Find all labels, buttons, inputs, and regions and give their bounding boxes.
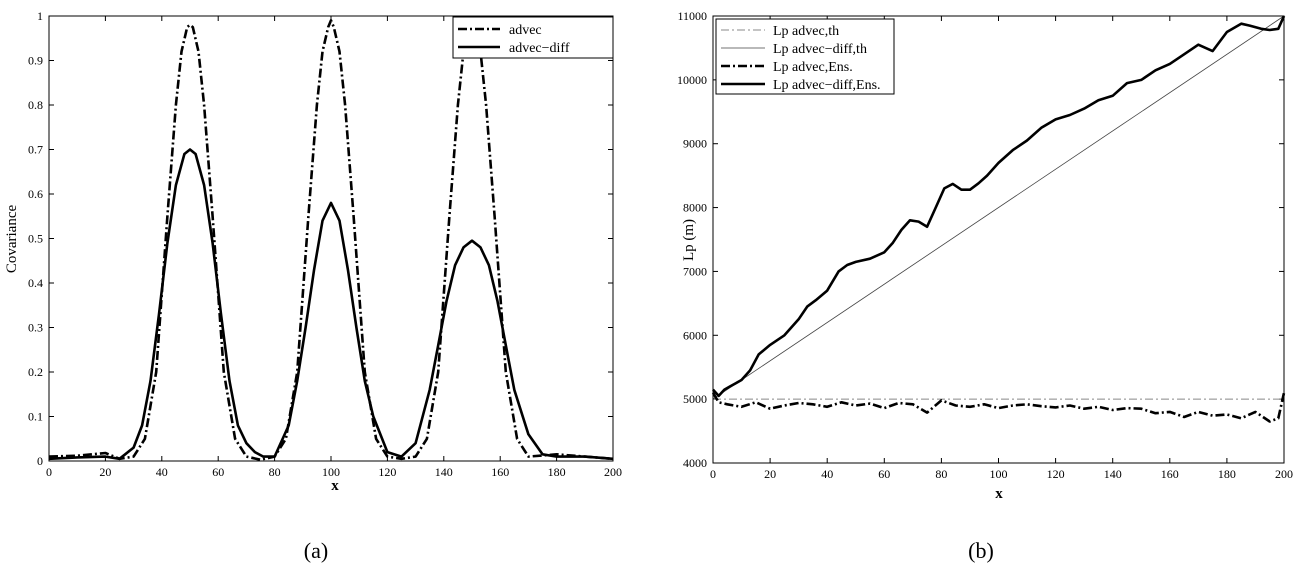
panel-b-ylabel: Lp (m): [681, 219, 697, 261]
panel-b-legend-label-advec-th: Lp advec,th: [773, 24, 839, 39]
panel-b-ytick-label: 5000: [683, 392, 707, 406]
panel-b-ytick-labels: 4000 5000 6000 7000 8000 9000 10000 11000: [677, 9, 707, 470]
panel-a-ytick-label: 0.8: [28, 98, 43, 112]
panel-a-ytick-label: 0.3: [28, 321, 43, 335]
panel-b-ytick-label: 10000: [677, 73, 707, 87]
panel-a-xtick-label: 180: [548, 465, 566, 479]
panel-a-xtick-label: 80: [269, 465, 281, 479]
panel-a-ytick-label: 1: [37, 9, 43, 23]
panel-b-ytick-label: 7000: [683, 264, 707, 278]
panel-b-series: [711, 15, 1286, 423]
panel-b-xtick-label: 140: [1104, 467, 1122, 481]
panel-a-series-line-0: [48, 19, 614, 462]
panel-a-series-line-1: [48, 148, 614, 461]
panel-b-ytick-label: 9000: [683, 137, 707, 151]
panel-b-xtick-label: 120: [1047, 467, 1065, 481]
panel-a-ytick-label: 0.5: [28, 232, 43, 246]
panel-b-legend-label-advec-diff-ens: Lp advec−diff,Ens.: [773, 78, 881, 93]
panel-b-legend-label-advec-ens: Lp advec,Ens.: [773, 60, 853, 75]
panel-b-ytick-label: 6000: [683, 328, 707, 342]
panel-a-caption: (a): [304, 538, 328, 563]
panel-b-legend-box: [715, 18, 895, 95]
panel-b-xtick-label: 20: [764, 467, 776, 481]
panel-b-xtick-label: 160: [1161, 467, 1179, 481]
panel-a-series: [48, 19, 614, 462]
panel-b-series-line-1: [712, 15, 1285, 400]
panel-b-xtick-label: 200: [1275, 467, 1293, 481]
panel-b-xtick-label: 80: [935, 467, 947, 481]
panel-b-legend-label-advec-diff-th: Lp advec−diff,th: [773, 42, 867, 57]
panel-a-xtick-label: 20: [99, 465, 111, 479]
chart-panel-a: 0 0.1 0.2 0.3 0.4 0.5 0.6 0.7 0.8 0.9 1 0 20 40 60 80 1…: [4, 9, 622, 563]
panel-a-legend: advec advec−diff: [452, 16, 614, 59]
panel-a-ytick-label: 0: [37, 454, 43, 468]
panel-b-xtick-label: 40: [821, 467, 833, 481]
panel-a-ytick-label: 0.2: [28, 365, 43, 379]
panel-a-xtick-label: 60: [212, 465, 224, 479]
panel-a-xtick-label: 140: [435, 465, 453, 479]
panel-b-caption: (b): [968, 538, 994, 563]
panel-a-legend-label-advec: advec: [509, 23, 542, 38]
panel-a-legend-label-advec-diff: advec−diff: [509, 41, 570, 56]
panel-a-ytick-label: 0.9: [28, 54, 43, 68]
panel-b-xtick-labels: 0 20 40 60 80 100 120 140 160 180 200: [710, 467, 1293, 481]
panel-b-series-line-2: [711, 392, 1286, 423]
panel-b-xtick-label: 100: [990, 467, 1008, 481]
panel-a-xtick-label: 0: [46, 465, 52, 479]
panel-a-xtick-label: 120: [378, 465, 396, 479]
panel-a-ytick-label: 0.4: [28, 276, 43, 290]
panel-a-ytick-labels: 0 0.1 0.2 0.3 0.4 0.5 0.6 0.7 0.8 0.9 1: [28, 9, 43, 468]
panel-b-xlabel: x: [995, 486, 1003, 502]
panel-b-series-line-3: [712, 15, 1286, 398]
chart-panel-b: 4000 5000 6000 7000 8000 9000 10000 11000 0 20 40…: [677, 9, 1293, 563]
panel-b-ytick-label: 4000: [683, 456, 707, 470]
panel-b-legend: Lp advec,th Lp advec−diff,th Lp advec,En…: [715, 18, 895, 95]
panel-a-xtick-label: 100: [322, 465, 340, 479]
panel-a-xtick-label: 40: [156, 465, 168, 479]
panel-a-ylabel: Covariance: [4, 205, 20, 274]
panel-a-xtick-labels: 0 20 40 60 80 100 120 140 160 180 200: [46, 465, 622, 479]
panel-a-ytick-label: 0.1: [28, 410, 43, 424]
panel-a-xlabel: x: [331, 478, 339, 494]
panel-a-ticks: [48, 15, 614, 462]
panel-a-plot-frame: [48, 15, 614, 462]
panel-b-ytick-label: 11000: [677, 9, 707, 23]
panel-b-xtick-label: 60: [878, 467, 890, 481]
panel-b-plot-frame: [712, 15, 1285, 464]
panel-b-ytick-label: 8000: [683, 201, 707, 215]
panel-b-xtick-label: 180: [1218, 467, 1236, 481]
panel-a-legend-box: [452, 16, 614, 59]
panel-a-ytick-label: 0.6: [28, 187, 43, 201]
panel-a-xtick-label: 160: [491, 465, 509, 479]
panel-b-xtick-label: 0: [710, 467, 716, 481]
panel-a-xtick-label: 200: [604, 465, 622, 479]
panel-a-ytick-label: 0.7: [28, 143, 43, 157]
